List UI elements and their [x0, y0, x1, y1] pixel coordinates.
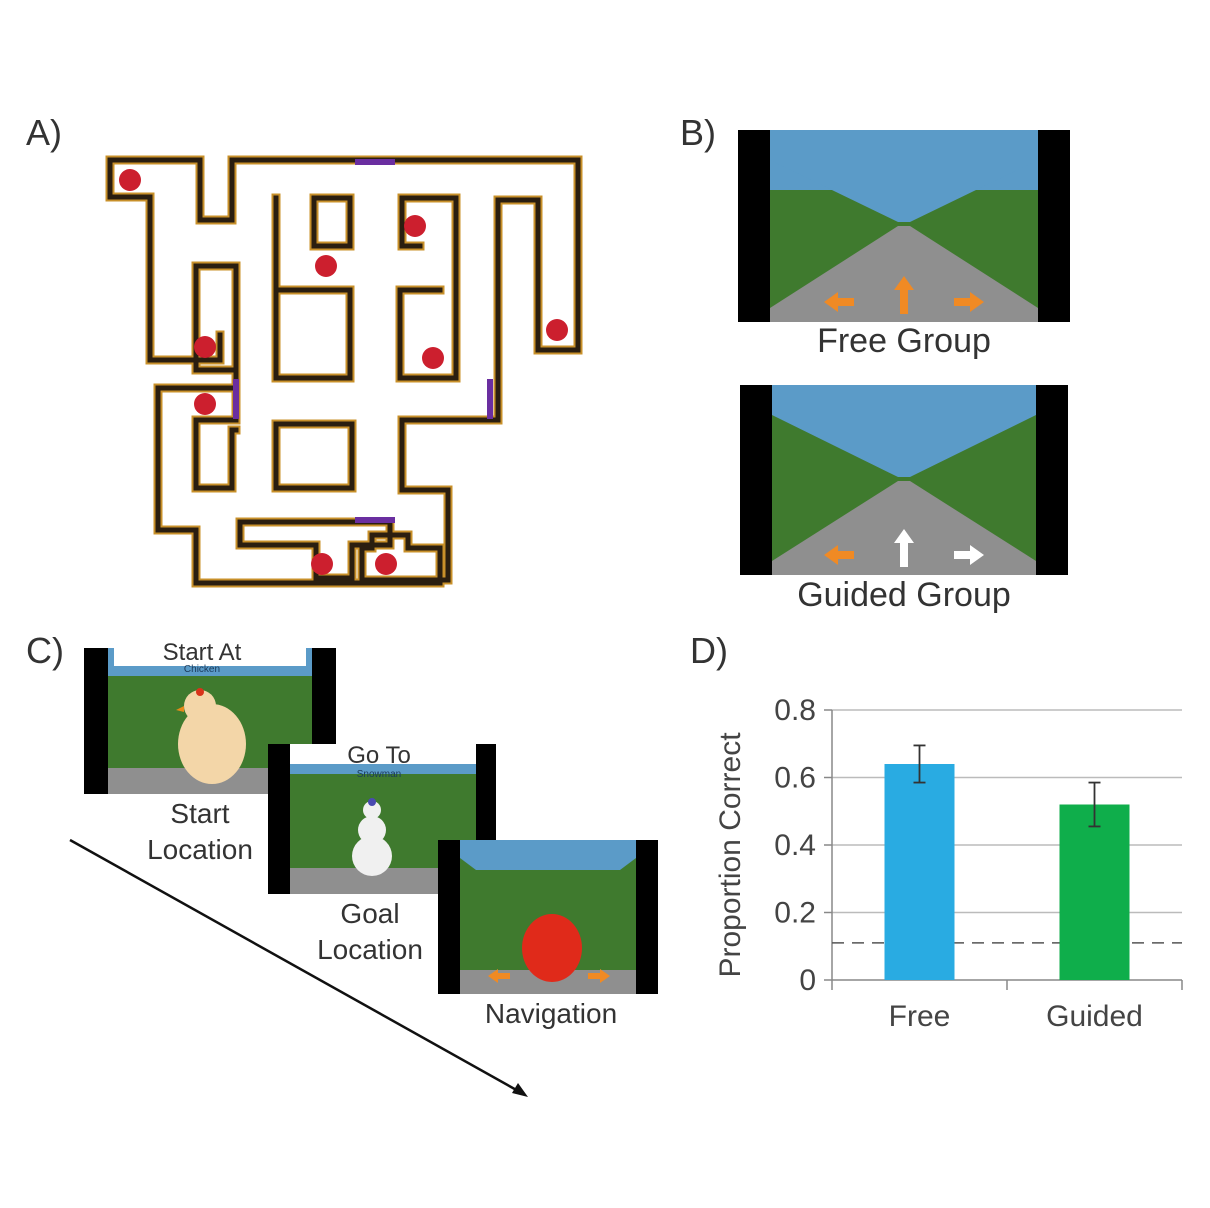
- maze-dot: [375, 553, 397, 575]
- x-tick-label: Free: [889, 1000, 951, 1033]
- maze-dot: [194, 336, 216, 358]
- start-caption-line2: Location: [147, 834, 253, 865]
- left-arrow-icon: [824, 292, 854, 312]
- goal-caption-line2: Location: [317, 934, 423, 965]
- goal-location-caption: Goal Location: [290, 896, 450, 968]
- y-tick-label: 0.8: [774, 694, 816, 727]
- right-arrow-icon: [588, 969, 610, 983]
- navigation-screenshot: [438, 840, 658, 994]
- left-arrow-icon: [488, 969, 510, 983]
- maze-dot: [404, 215, 426, 237]
- maze-dot: [119, 169, 141, 191]
- free-group-screenshot: [738, 130, 1070, 322]
- maze-walls-inner: [107, 157, 581, 586]
- up-arrow-icon: [894, 276, 914, 314]
- right-arrow-icon: [954, 545, 984, 565]
- maze-doors: [233, 159, 493, 523]
- proportion-correct-chart: 0 0.2 0.4 0.6 0.8 Free Guided Proportion Correc…: [714, 694, 1183, 1033]
- guided-group-screenshot: [740, 385, 1068, 575]
- maze-dot: [194, 393, 216, 415]
- goal-screen-subtitle: Snowman: [356, 769, 402, 780]
- maze-dot: [422, 347, 444, 369]
- start-caption-line1: Start: [170, 798, 230, 829]
- x-tick-label: Guided: [1046, 1000, 1143, 1033]
- panel-b-label: B): [680, 112, 716, 153]
- start-screen-subtitle: Chicken: [183, 664, 221, 675]
- start-screen-title: Start At: [162, 639, 242, 666]
- goal-caption-line1: Goal: [340, 898, 400, 929]
- y-tick-label: 0: [799, 964, 816, 997]
- y-tick-label: 0.4: [774, 829, 816, 862]
- goal-screen-title: Go To: [347, 742, 411, 769]
- free-group-caption: Free Group: [817, 322, 991, 360]
- right-arrow-icon: [954, 292, 984, 312]
- panel-d-label: D): [690, 630, 728, 671]
- chicken-icon: [178, 704, 246, 784]
- guided-group-caption: Guided Group: [797, 576, 1011, 614]
- panel-c-label: C): [26, 630, 64, 671]
- bar-guided: [1059, 804, 1130, 980]
- up-arrow-icon: [894, 529, 914, 567]
- panel-a-label: A): [26, 112, 62, 153]
- arrowhead-icon: [512, 1083, 528, 1097]
- left-arrow-icon: [824, 545, 854, 565]
- y-axis-label: Proportion Correct: [714, 732, 747, 978]
- y-tick-label: 0.2: [774, 897, 816, 930]
- navigation-caption: Navigation: [484, 998, 618, 1029]
- red-ball-icon: [522, 914, 582, 982]
- maze-dot: [315, 255, 337, 277]
- maze-target-dots: [119, 169, 568, 575]
- start-location-caption: Start Location: [120, 796, 280, 868]
- bar-free: [884, 764, 955, 980]
- y-tick-label: 0.6: [774, 762, 816, 795]
- maze-dot: [311, 553, 333, 575]
- snowman-icon: [352, 836, 392, 876]
- maze-dot: [546, 319, 568, 341]
